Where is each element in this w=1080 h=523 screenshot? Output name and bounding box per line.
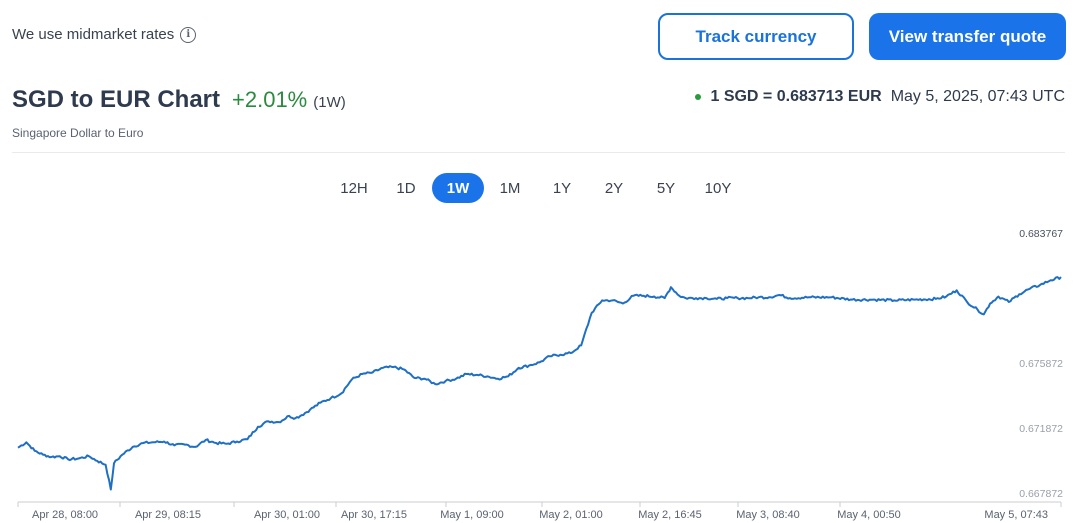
range-12h-button[interactable]: 12H [340, 179, 368, 197]
x-tick-label: May 4, 00:50 [837, 509, 901, 521]
range-selector: 12H 1D 1W 1M 1Y 2Y 5Y 10Y [328, 173, 744, 203]
rate-line [17, 276, 1062, 491]
rate-value: 1 SGD = 0.683713 EUR [710, 88, 882, 105]
divider [12, 152, 1065, 153]
change-period: (1W) [313, 94, 346, 111]
x-tick-label: May 2, 16:45 [638, 509, 702, 521]
x-tick-label: Apr 30, 17:15 [341, 509, 407, 521]
view-transfer-quote-button[interactable]: View transfer quote [869, 13, 1066, 60]
range-1d-button[interactable]: 1D [396, 179, 416, 197]
y-tick-label: 0.671872 [1019, 423, 1063, 435]
y-tick-label: 0.683767 [1019, 228, 1063, 240]
rate-timestamp: May 5, 2025, 07:43 UTC [890, 88, 1065, 105]
x-tick-label: May 3, 08:40 [736, 509, 800, 521]
current-rate: 1 SGD = 0.683713 EUR May 5, 2025, 07:43 … [695, 88, 1065, 106]
range-5y-button[interactable]: 5Y [656, 179, 676, 197]
track-currency-button[interactable]: Track currency [658, 13, 854, 60]
midmarket-text: We use midmarket rates [12, 26, 175, 43]
midmarket-note: We use midmarket rates i [12, 26, 197, 43]
range-10y-button[interactable]: 10Y [704, 179, 732, 197]
range-1w-button[interactable]: 1W [432, 173, 484, 203]
x-tick-label: Apr 30, 01:00 [254, 509, 320, 521]
x-tick-label: Apr 28, 08:00 [32, 509, 98, 521]
info-icon[interactable]: i [180, 26, 197, 43]
change-percent: +2.01% [232, 87, 308, 112]
page-title: SGD to EUR Chart [12, 86, 221, 113]
x-tick-label: May 5, 07:43 [984, 509, 1048, 521]
chart-heading: SGD to EUR Chart +2.01% (1W) [12, 86, 346, 114]
range-1m-button[interactable]: 1M [499, 179, 521, 197]
x-tick-label: May 1, 09:00 [440, 509, 504, 521]
live-dot-icon [695, 94, 702, 100]
y-tick-label: 0.667872 [1019, 488, 1063, 500]
x-tick-label: May 2, 01:00 [539, 509, 603, 521]
range-2y-button[interactable]: 2Y [604, 179, 624, 197]
y-tick-label: 0.675872 [1019, 358, 1063, 370]
x-tick-label: Apr 29, 08:15 [135, 509, 201, 521]
range-1y-button[interactable]: 1Y [552, 179, 572, 197]
page-subtitle: Singapore Dollar to Euro [12, 126, 144, 140]
